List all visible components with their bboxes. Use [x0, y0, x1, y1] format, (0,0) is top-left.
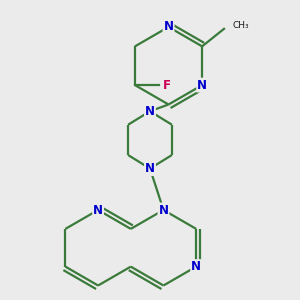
Text: N: N	[191, 260, 201, 273]
Text: CH₃: CH₃	[232, 21, 249, 30]
Text: N: N	[164, 20, 173, 34]
Text: N: N	[158, 203, 169, 217]
Text: N: N	[93, 203, 103, 217]
Text: N: N	[197, 79, 207, 92]
Text: N: N	[145, 105, 155, 118]
Text: F: F	[163, 79, 171, 92]
Text: N: N	[145, 162, 155, 175]
